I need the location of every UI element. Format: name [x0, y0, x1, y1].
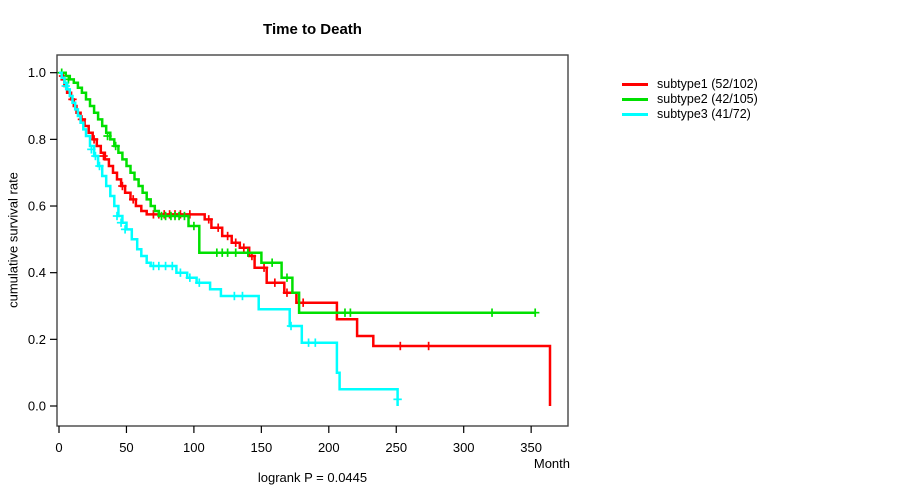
legend-line-swatch: [622, 112, 648, 116]
x-axis-unit-label: Month: [533, 456, 570, 471]
plot-box: [56, 54, 569, 427]
y-tick-label: 0.4: [28, 265, 46, 280]
x-tick-label: 150: [250, 440, 272, 455]
legend-label: subtype1 (52/102): [657, 77, 758, 91]
y-tick-label: 0.0: [28, 399, 46, 414]
legend-item-1: subtype1 (52/102): [622, 77, 758, 91]
x-tick-label: 0: [55, 440, 62, 455]
x-tick-label: 350: [520, 440, 542, 455]
x-tick-label: 200: [318, 440, 340, 455]
y-axis: 0.0 0.2 0.4 0.6 0.8 1.0: [28, 65, 57, 414]
y-tick-label: 1.0: [28, 65, 46, 80]
x-tick-label: 100: [183, 440, 205, 455]
x-tick-label: 50: [119, 440, 133, 455]
legend-label: subtype2 (42/105): [657, 92, 758, 106]
legend-label: subtype3 (41/72): [657, 107, 751, 121]
legend-line-swatch: [622, 82, 648, 86]
legend-item-3: subtype3 (41/72): [622, 107, 758, 121]
logrank-pvalue-note: logrank P = 0.0445: [257, 470, 368, 485]
y-tick-label: 0.2: [28, 332, 46, 347]
km-step-line: [59, 71, 552, 406]
survival-curve-2: [57, 68, 540, 317]
y-tick-label: 0.8: [28, 132, 46, 147]
y-axis-title: cumulative survival rate: [5, 172, 21, 308]
legend-line-swatch: [622, 97, 648, 101]
x-tick-label: 250: [385, 440, 407, 455]
legend: subtype1 (52/102) subtype2 (42/105) subtyp…: [622, 77, 758, 121]
chart-title: Time to Death: [263, 21, 362, 38]
legend-item-2: subtype2 (42/105): [622, 92, 758, 106]
y-tick-label: 0.6: [28, 199, 46, 214]
x-tick-label: 300: [453, 440, 475, 455]
survival-curve-3: [59, 71, 402, 406]
x-axis: 0 50 100 150 200 250 300 350: [55, 426, 542, 455]
